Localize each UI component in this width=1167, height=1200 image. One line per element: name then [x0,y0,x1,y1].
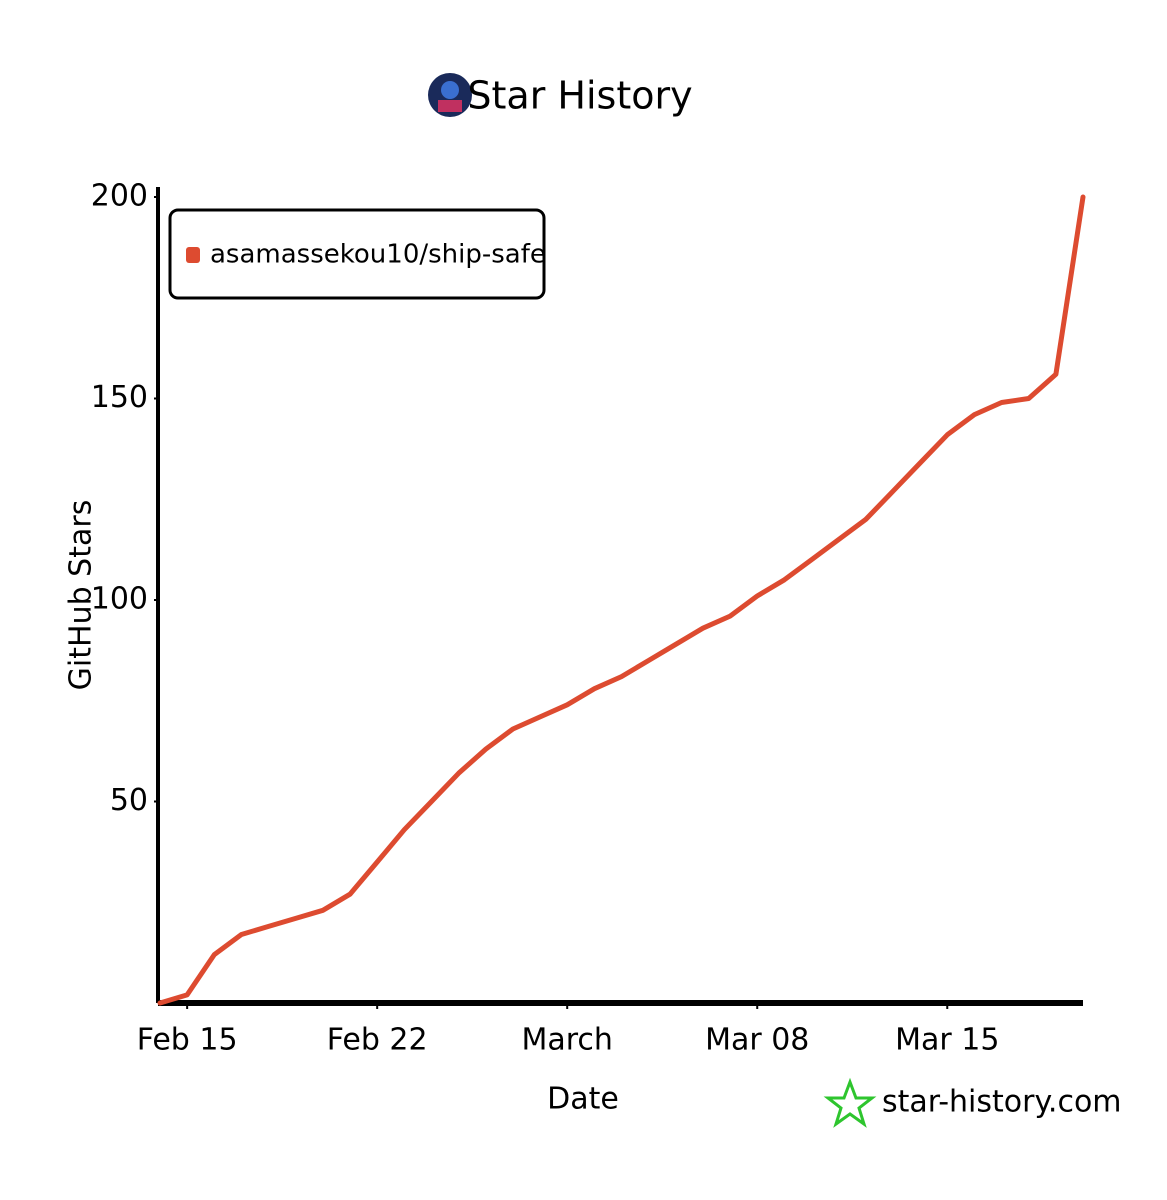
title-logo [428,73,472,117]
x-tick-label: Mar 15 [895,1023,999,1058]
legend-label: asamassekou10/ship-safe [210,240,546,270]
legend-box [168,208,546,300]
y-axis-title: GitHub Stars [64,500,99,691]
series-line [157,194,1086,1006]
y-tick-label: 200 [91,179,148,214]
watermark: star-history.com [882,1085,1122,1120]
x-axis-title: Date [547,1082,619,1117]
y-tick-label: 100 [91,582,148,617]
y-tick-label: 150 [91,380,148,415]
y-tick-label: 50 [110,783,148,818]
legend-swatch [186,247,200,263]
x-tick-label: Feb 15 [137,1023,238,1058]
x-tick-label: Feb 22 [327,1023,428,1058]
watermark-logo [823,1077,877,1128]
chart-title: Star History [467,74,692,118]
x-tick-label: Mar 08 [705,1023,809,1058]
x-tick-label: March [521,1023,612,1058]
